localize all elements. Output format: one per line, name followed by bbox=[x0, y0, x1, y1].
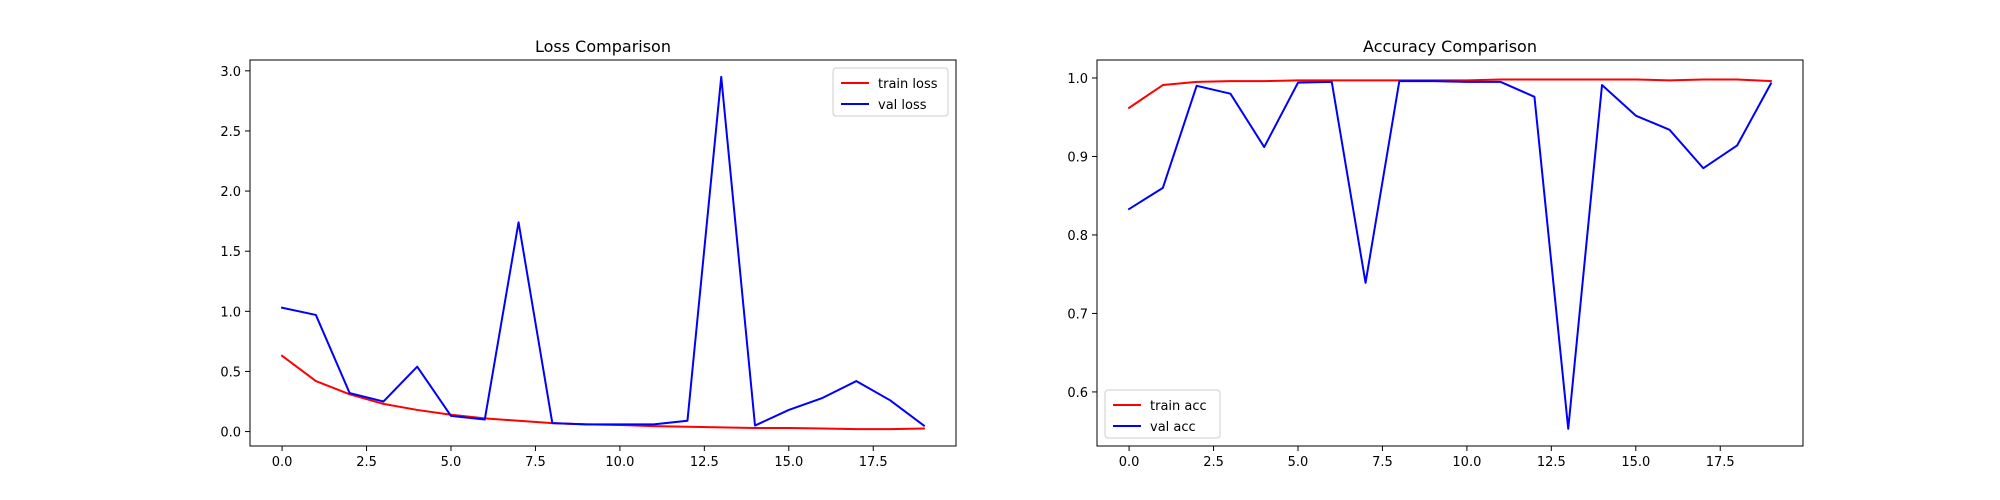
x-tick-label: 12.5 bbox=[690, 455, 719, 470]
plot-frame bbox=[249, 59, 957, 447]
y-tick-label: 0.0 bbox=[220, 426, 241, 441]
x-tick-label: 10.0 bbox=[1452, 455, 1481, 470]
chart-title: Accuracy Comparison bbox=[1363, 37, 1537, 56]
chart-title: Loss Comparison bbox=[535, 37, 671, 56]
x-tick-label: 2.5 bbox=[1203, 455, 1224, 470]
y-tick-label: 0.6 bbox=[1067, 386, 1088, 401]
legend-label: train loss bbox=[878, 77, 938, 92]
y-tick-label: 0.5 bbox=[220, 365, 241, 380]
x-tick-label: 15.0 bbox=[1621, 455, 1650, 470]
x-tick-label: 0.0 bbox=[1119, 455, 1140, 470]
legend-label: val acc bbox=[1150, 420, 1196, 435]
y-tick-label: 3.0 bbox=[220, 65, 241, 80]
series-line-val-loss bbox=[280, 75, 926, 427]
y-tick-label: 0.9 bbox=[1067, 150, 1088, 165]
y-tick-label: 2.0 bbox=[220, 185, 241, 200]
y-tick-label: 2.5 bbox=[220, 125, 241, 140]
x-tick-label: 15.0 bbox=[774, 455, 803, 470]
y-tick-label: 0.8 bbox=[1067, 229, 1088, 244]
x-tick-label: 17.5 bbox=[859, 455, 888, 470]
plot-frame bbox=[1096, 59, 1804, 447]
y-tick-label: 0.7 bbox=[1067, 307, 1088, 322]
loss-comparison-chart: Loss Comparison 0.0 2.5 5.0 7.5 10.0 12.5 15.0 1… bbox=[220, 37, 957, 470]
x-tick-label: 0.0 bbox=[272, 455, 293, 470]
x-tick-label: 17.5 bbox=[1706, 455, 1735, 470]
legend: train acc val acc bbox=[1104, 389, 1221, 439]
legend-label: train acc bbox=[1150, 399, 1207, 414]
x-tick-label: 5.0 bbox=[441, 455, 462, 470]
x-tick-label: 7.5 bbox=[1372, 455, 1393, 470]
accuracy-comparison-chart: Accuracy Comparison 0.0 2.5 5.0 7.5 10.0 12.5 1… bbox=[1067, 37, 1804, 470]
x-tick-label: 12.5 bbox=[1537, 455, 1566, 470]
y-tick-label: 1.5 bbox=[220, 245, 241, 260]
series-line-train-acc bbox=[1127, 78, 1772, 110]
legend: train loss val loss bbox=[832, 67, 949, 117]
y-tick-label: 1.0 bbox=[220, 305, 241, 320]
series-line-train-loss bbox=[280, 354, 925, 431]
x-tick-label: 7.5 bbox=[525, 455, 546, 470]
x-tick-label: 10.0 bbox=[605, 455, 634, 470]
x-tick-label: 2.5 bbox=[356, 455, 377, 470]
y-tick-label: 1.0 bbox=[1067, 72, 1088, 87]
x-tick-label: 5.0 bbox=[1288, 455, 1309, 470]
legend-label: val loss bbox=[878, 98, 927, 113]
series-line-val-acc bbox=[1127, 80, 1773, 430]
